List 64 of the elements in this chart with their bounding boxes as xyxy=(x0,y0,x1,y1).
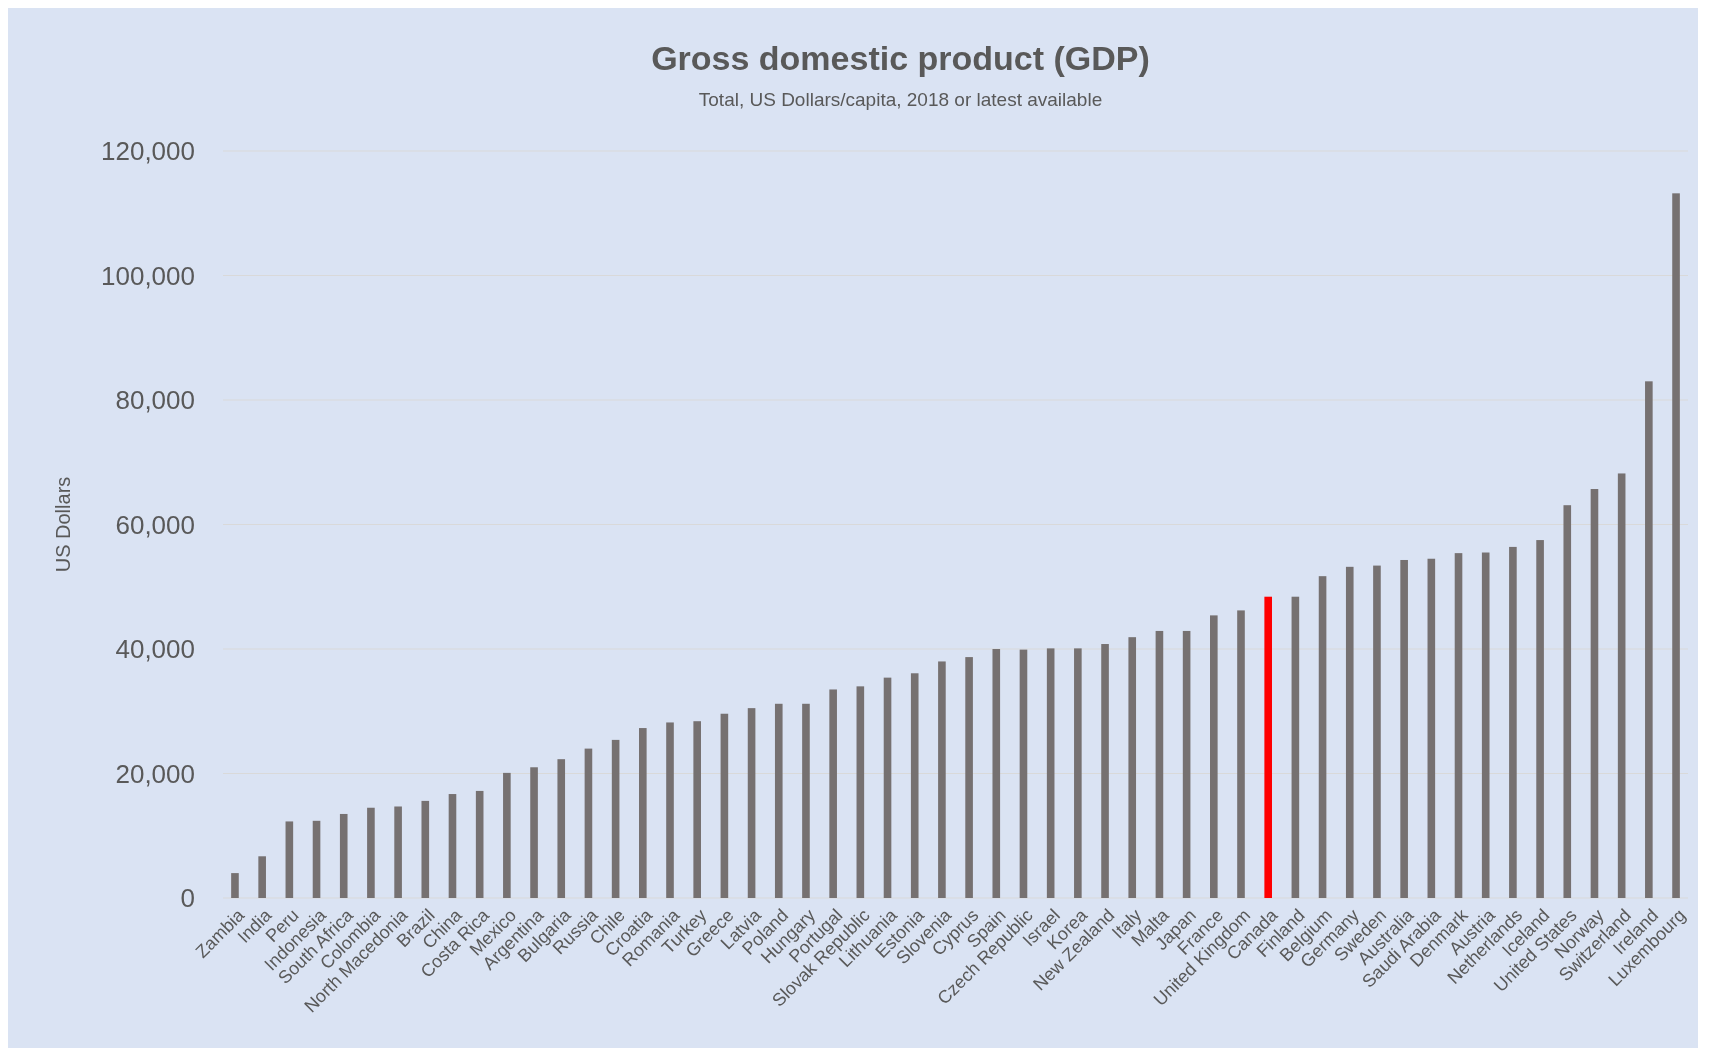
chart-title: Gross domestic product (GDP) xyxy=(651,39,1150,77)
bar xyxy=(367,807,375,898)
bar xyxy=(231,873,239,898)
bar xyxy=(1264,596,1272,898)
chart-subtitle: Total, US Dollars/capita, 2018 or latest available xyxy=(698,89,1103,110)
bar xyxy=(557,759,566,898)
y-tick-label: 40,000 xyxy=(115,634,195,665)
bar xyxy=(394,806,402,898)
bar xyxy=(965,657,973,898)
bar xyxy=(312,820,321,898)
bar xyxy=(1454,553,1463,898)
bar xyxy=(938,661,946,898)
bar xyxy=(584,748,593,898)
bar xyxy=(720,713,729,898)
bar xyxy=(1210,615,1218,898)
bar xyxy=(1590,489,1599,898)
y-tick-label: 120,000 xyxy=(101,136,195,167)
bar xyxy=(1672,193,1680,898)
bar xyxy=(1101,644,1109,898)
bar xyxy=(1563,505,1572,898)
bar xyxy=(856,686,865,898)
bar xyxy=(910,673,919,898)
bar xyxy=(1373,565,1381,898)
bar xyxy=(1128,637,1137,898)
y-axis-title: US Dollars xyxy=(52,476,74,573)
y-tick-label: 60,000 xyxy=(115,509,195,540)
bar xyxy=(421,800,430,898)
bar xyxy=(530,767,538,898)
y-tick-label: 80,000 xyxy=(115,385,195,416)
bar xyxy=(639,728,647,898)
bar xyxy=(475,790,484,898)
bar xyxy=(1318,576,1327,898)
bar xyxy=(666,722,674,898)
bar xyxy=(802,703,810,898)
bar xyxy=(1155,630,1164,898)
bar xyxy=(883,677,892,898)
bar xyxy=(1046,648,1055,898)
bar xyxy=(829,689,837,898)
bar xyxy=(1617,473,1626,898)
bar xyxy=(1400,559,1408,898)
bar xyxy=(992,649,1001,898)
bar xyxy=(1074,648,1082,898)
y-tick-label: 0 xyxy=(180,883,195,914)
y-tick-label: 20,000 xyxy=(115,758,195,789)
bar xyxy=(1182,630,1191,898)
y-tick-label: 100,000 xyxy=(101,260,195,291)
bar xyxy=(339,813,348,898)
bar xyxy=(1019,649,1028,898)
bar xyxy=(1481,552,1490,898)
bar xyxy=(1237,610,1245,898)
bar xyxy=(693,721,701,898)
bar xyxy=(285,821,294,898)
bar xyxy=(1291,596,1300,898)
bar xyxy=(1345,566,1354,898)
bar xyxy=(448,794,457,898)
bar xyxy=(1645,381,1653,898)
bar xyxy=(258,856,266,898)
bar xyxy=(1509,546,1517,898)
bar xyxy=(503,772,511,898)
bar xyxy=(747,708,756,898)
bar xyxy=(611,739,620,898)
bar xyxy=(1427,558,1436,898)
bar xyxy=(774,703,783,898)
bar xyxy=(1536,540,1544,898)
